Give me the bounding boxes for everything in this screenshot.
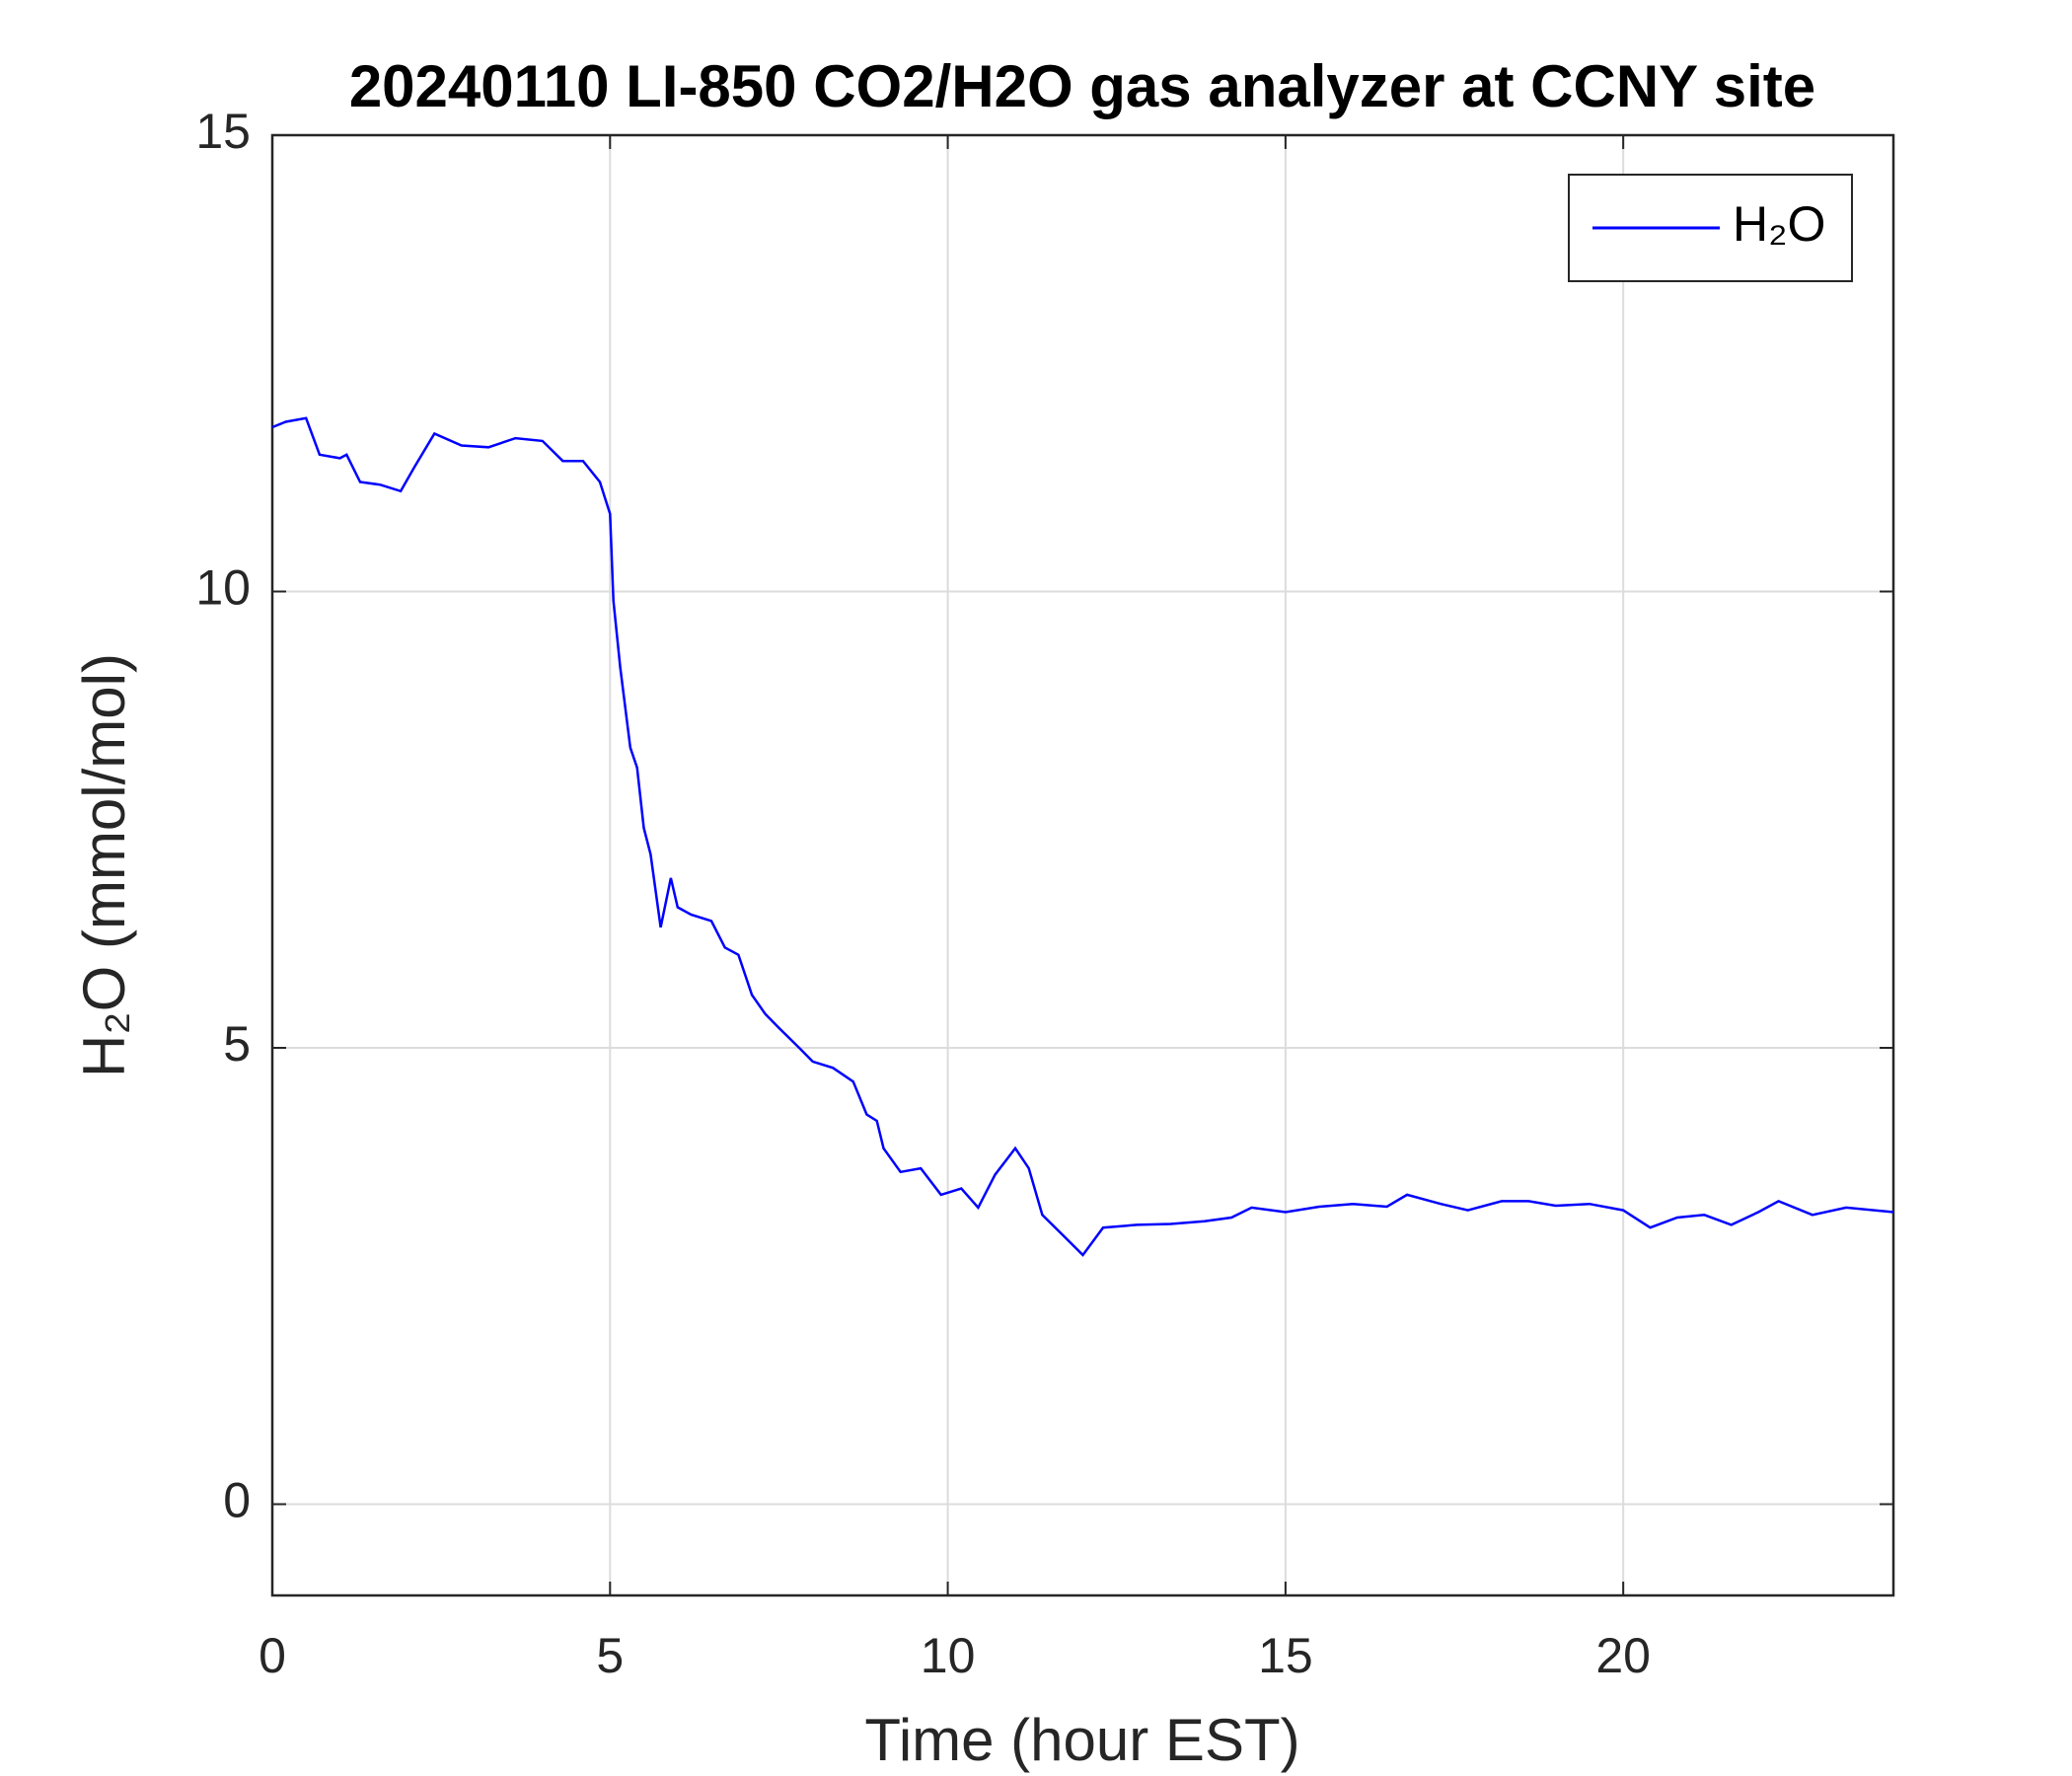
y-axis-label: H₂O (mmol/mol) [71, 653, 137, 1077]
x-tick-label: 20 [1595, 1628, 1651, 1683]
plot-frame [270, 133, 1895, 1597]
y-tick-label: 10 [195, 560, 251, 616]
legend-label: H₂O [1733, 196, 1825, 252]
x-tick-label: 0 [259, 1628, 286, 1683]
x-tick-label: 10 [921, 1628, 976, 1683]
chart-title: 20240110 LI-850 CO2/H2O gas analyzer at … [349, 53, 1815, 119]
x-tick-label: 5 [596, 1628, 624, 1683]
data-line [271, 416, 1894, 1257]
x-tick-label: 15 [1258, 1628, 1313, 1683]
y-tick-label: 15 [195, 104, 251, 159]
y-tick-label: 0 [223, 1473, 251, 1528]
x-axis-label: Time (hour EST) [864, 1707, 1299, 1773]
y-tick-label: 5 [223, 1016, 251, 1072]
